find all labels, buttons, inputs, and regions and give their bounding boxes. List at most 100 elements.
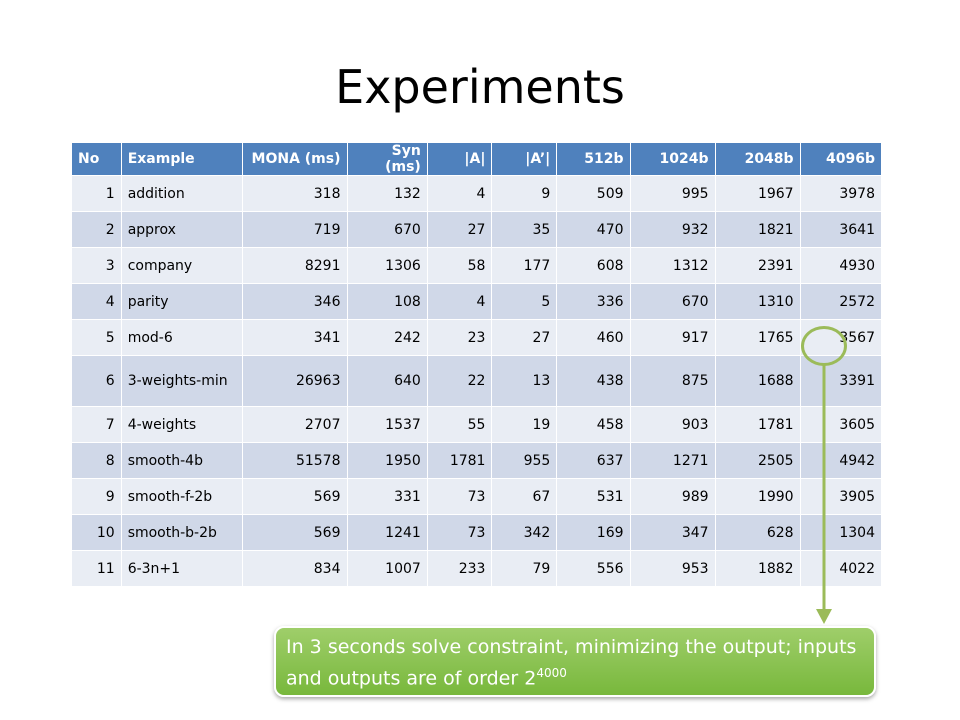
value-cell: 1537 xyxy=(347,406,428,443)
value-cell: 58 xyxy=(427,247,493,284)
experiments-table: No Example MONA (ms) Syn (ms) |A| |A’| 5… xyxy=(72,143,883,587)
value-cell: 1271 xyxy=(630,442,716,479)
value-cell: 509 xyxy=(556,175,631,212)
column-header-mona: MONA (ms) xyxy=(242,143,348,176)
example-name-cell: 3-weights-min xyxy=(121,355,244,407)
value-cell: 4942 xyxy=(800,442,883,479)
value-cell: 531 xyxy=(556,478,631,515)
value-cell: 27 xyxy=(491,319,558,356)
value-cell: 233 xyxy=(427,550,493,587)
value-cell: 27 xyxy=(427,211,493,248)
value-cell: 4 xyxy=(427,283,493,320)
value-cell: 331 xyxy=(347,478,428,515)
value-cell: 719 xyxy=(242,211,348,248)
table-row: 8 smooth-4b 51578 1950 1781 955 637 1271 2505 494… xyxy=(72,442,883,479)
value-cell: 2707 xyxy=(242,406,348,443)
value-cell: 346 xyxy=(242,283,348,320)
row-number-cell: 9 xyxy=(72,478,122,515)
value-cell: 1241 xyxy=(347,514,428,551)
value-cell: 8291 xyxy=(242,247,348,284)
value-cell: 1781 xyxy=(715,406,801,443)
column-header-512b: 512b xyxy=(556,143,631,176)
table-body: 1 addition 318 132 4 9 509 995 1967 3978 2 approx 71… xyxy=(72,175,883,587)
table-row: 5 mod-6 341 242 23 27 460 917 1765 3567 xyxy=(72,319,883,356)
value-cell: 470 xyxy=(556,211,631,248)
value-cell: 73 xyxy=(427,514,493,551)
value-cell: 917 xyxy=(630,319,716,356)
example-name-cell: parity xyxy=(121,283,244,320)
table-row: 1 addition 318 132 4 9 509 995 1967 3978 xyxy=(72,175,883,212)
value-cell: 4 xyxy=(427,175,493,212)
value-cell: 953 xyxy=(630,550,716,587)
value-cell: 23 xyxy=(427,319,493,356)
value-cell: 3605 xyxy=(800,406,883,443)
value-cell: 35 xyxy=(491,211,558,248)
row-number-cell: 5 xyxy=(72,319,122,356)
table-row: 10 smooth-b-2b 569 1241 73 342 169 347 628 1304 xyxy=(72,514,883,551)
row-number-cell: 1 xyxy=(72,175,122,212)
callout-box: In 3 seconds solve constraint, minimizin… xyxy=(274,626,876,697)
slide-title: Experiments xyxy=(335,60,625,114)
value-cell: 903 xyxy=(630,406,716,443)
value-cell: 67 xyxy=(491,478,558,515)
value-cell: 955 xyxy=(491,442,558,479)
value-cell: 177 xyxy=(491,247,558,284)
value-cell: 1882 xyxy=(715,550,801,587)
table-row: 4 parity 346 108 4 5 336 670 1310 2572 xyxy=(72,283,883,320)
table-header-row: No Example MONA (ms) Syn (ms) |A| |A’| 5… xyxy=(72,143,883,176)
value-cell: 4022 xyxy=(800,550,883,587)
value-cell: 4930 xyxy=(800,247,883,284)
value-cell: 569 xyxy=(242,478,348,515)
table-row: 7 4-weights 2707 1537 55 19 458 903 1781 3605 xyxy=(72,406,883,443)
example-name-cell: 4-weights xyxy=(121,406,244,443)
column-header-2048b: 2048b xyxy=(715,143,801,176)
value-cell: 569 xyxy=(242,514,348,551)
arrow-head-icon xyxy=(816,609,832,624)
value-cell: 1781 xyxy=(427,442,493,479)
value-cell: 55 xyxy=(427,406,493,443)
row-number-cell: 2 xyxy=(72,211,122,248)
value-cell: 132 xyxy=(347,175,428,212)
value-cell: 995 xyxy=(630,175,716,212)
value-cell: 26963 xyxy=(242,355,348,407)
value-cell: 1765 xyxy=(715,319,801,356)
value-cell: 1306 xyxy=(347,247,428,284)
value-cell: 19 xyxy=(491,406,558,443)
value-cell: 3905 xyxy=(800,478,883,515)
row-number-cell: 7 xyxy=(72,406,122,443)
column-header-4096b: 4096b xyxy=(800,143,883,176)
value-cell: 22 xyxy=(427,355,493,407)
column-header-example: Example xyxy=(121,143,244,176)
value-cell: 347 xyxy=(630,514,716,551)
value-cell: 342 xyxy=(491,514,558,551)
row-number-cell: 11 xyxy=(72,550,122,587)
example-name-cell: smooth-4b xyxy=(121,442,244,479)
value-cell: 1967 xyxy=(715,175,801,212)
value-cell: 1304 xyxy=(800,514,883,551)
column-header-a-prime: |A’| xyxy=(491,143,558,176)
table-row: 3 company 8291 1306 58 177 608 1312 2391 4930 xyxy=(72,247,883,284)
value-cell: 640 xyxy=(347,355,428,407)
value-cell: 670 xyxy=(347,211,428,248)
value-cell: 336 xyxy=(556,283,631,320)
column-header-syn: Syn (ms) xyxy=(347,143,428,176)
value-cell: 13 xyxy=(491,355,558,407)
value-cell: 460 xyxy=(556,319,631,356)
row-number-cell: 4 xyxy=(72,283,122,320)
row-number-cell: 8 xyxy=(72,442,122,479)
row-number-cell: 3 xyxy=(72,247,122,284)
value-cell: 932 xyxy=(630,211,716,248)
value-cell: 5 xyxy=(491,283,558,320)
table-row: 2 approx 719 670 27 35 470 932 1821 3641 xyxy=(72,211,883,248)
value-cell: 2391 xyxy=(715,247,801,284)
value-cell: 834 xyxy=(242,550,348,587)
column-header-no: No xyxy=(72,143,122,176)
value-cell: 1007 xyxy=(347,550,428,587)
value-cell: 1310 xyxy=(715,283,801,320)
example-name-cell: addition xyxy=(121,175,244,212)
value-cell: 318 xyxy=(242,175,348,212)
value-cell: 2505 xyxy=(715,442,801,479)
value-cell: 875 xyxy=(630,355,716,407)
value-cell: 1821 xyxy=(715,211,801,248)
